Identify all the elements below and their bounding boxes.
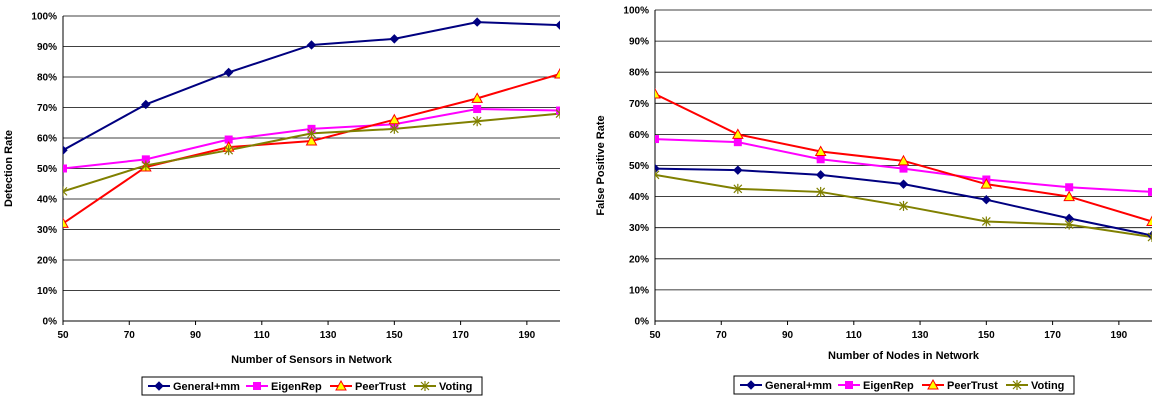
legend-label: EigenRep <box>863 380 914 392</box>
y-tick-label: 50% <box>629 161 649 172</box>
legend-label: PeerTrust <box>947 380 998 392</box>
data-point-general-mm <box>473 18 481 26</box>
data-point-peertrust <box>733 129 743 138</box>
y-tick-label: 90% <box>629 37 649 48</box>
y-tick-label: 40% <box>629 192 649 203</box>
legend-swatch-marker <box>254 383 261 390</box>
y-axis-title: False Positive Rate <box>595 115 607 215</box>
data-point-peertrust <box>650 89 660 98</box>
x-tick-label: 190 <box>1111 330 1128 341</box>
data-point-eigenrep <box>474 106 481 113</box>
x-tick-label: 90 <box>782 330 794 341</box>
series-line-peertrust <box>63 74 560 223</box>
data-point-general-mm <box>900 180 908 188</box>
y-tick-label: 40% <box>37 195 57 206</box>
x-axis-title: Number of Sensors in Network <box>231 354 393 366</box>
x-tick-label: 170 <box>452 330 469 341</box>
y-tick-label: 70% <box>37 103 57 114</box>
y-tick-label: 80% <box>629 68 649 79</box>
y-tick-label: 100% <box>31 12 57 23</box>
x-axis-title: Number of Nodes in Network <box>828 350 980 362</box>
data-point-eigenrep <box>817 156 824 163</box>
false-positive-rate-chart: 0% 10% 20% 30% 40% 50% 60% 70% 80% 90% 100% 50 70 90 1… <box>595 6 1152 395</box>
y-tick-label: 10% <box>37 286 57 297</box>
y-tick-label: 70% <box>629 99 649 110</box>
data-point-general-mm <box>817 171 825 179</box>
x-tick-label: 150 <box>386 330 403 341</box>
y-tick-label: 20% <box>37 256 57 267</box>
y-tick-label: 100% <box>623 6 649 17</box>
x-tick-label: 50 <box>649 330 661 341</box>
y-tick-label: 90% <box>37 42 57 53</box>
legend-label: General+mm <box>765 380 832 392</box>
data-point-eigenrep <box>1149 188 1152 195</box>
legend: General+mm EigenRep PeerTrust Voting <box>734 376 1074 394</box>
data-point-eigenrep <box>60 165 67 172</box>
y-tick-label: 10% <box>629 285 649 296</box>
legend-label: Voting <box>1031 380 1064 392</box>
y-tick-label: 30% <box>629 223 649 234</box>
data-point-eigenrep <box>652 136 659 143</box>
x-tick-label: 50 <box>57 330 69 341</box>
y-tick-label: 0% <box>635 317 650 328</box>
x-tick-label: 110 <box>254 330 271 341</box>
data-point-peertrust <box>58 218 68 227</box>
legend: General+mm EigenRep PeerTrust Voting <box>142 377 482 395</box>
data-point-general-mm <box>59 146 67 154</box>
x-tick-label: 150 <box>978 330 995 341</box>
x-tick-label: 130 <box>912 330 929 341</box>
x-tick-label: 70 <box>124 330 136 341</box>
series-area <box>58 18 565 227</box>
y-tick-label: 80% <box>37 73 57 84</box>
data-point-eigenrep <box>1066 184 1073 191</box>
y-tick-label: 50% <box>37 164 57 175</box>
data-point-general-mm <box>390 35 398 43</box>
y-axis-title: Detection Rate <box>3 130 15 207</box>
x-tick-label: 130 <box>320 330 337 341</box>
legend-label: General+mm <box>173 381 240 393</box>
y-tick-label: 60% <box>37 134 57 145</box>
y-tick-label: 0% <box>43 317 58 328</box>
legend-label: Voting <box>439 381 472 393</box>
y-tick-label: 20% <box>629 254 649 265</box>
x-tick-label: 190 <box>519 330 536 341</box>
legend-swatch-marker <box>846 382 853 389</box>
x-tick-label: 90 <box>190 330 202 341</box>
data-point-peertrust <box>555 69 565 78</box>
data-point-eigenrep <box>734 139 741 146</box>
data-point-general-mm <box>308 41 316 49</box>
y-tick-label: 30% <box>37 225 57 236</box>
detection-rate-chart: 0% 10% 20% 30% 40% 50% 60% 70% 80% 90% 100% 50 70 90 1… <box>3 12 565 396</box>
data-point-eigenrep <box>900 165 907 172</box>
data-point-general-mm <box>225 68 233 76</box>
data-point-general-mm <box>556 21 564 29</box>
x-tick-label: 170 <box>1044 330 1061 341</box>
legend-label: PeerTrust <box>355 381 406 393</box>
x-tick-label: 110 <box>846 330 863 341</box>
x-tick-label: 70 <box>716 330 728 341</box>
y-tick-label: 60% <box>629 130 649 141</box>
data-point-general-mm <box>734 166 742 174</box>
legend-label: EigenRep <box>271 381 322 393</box>
